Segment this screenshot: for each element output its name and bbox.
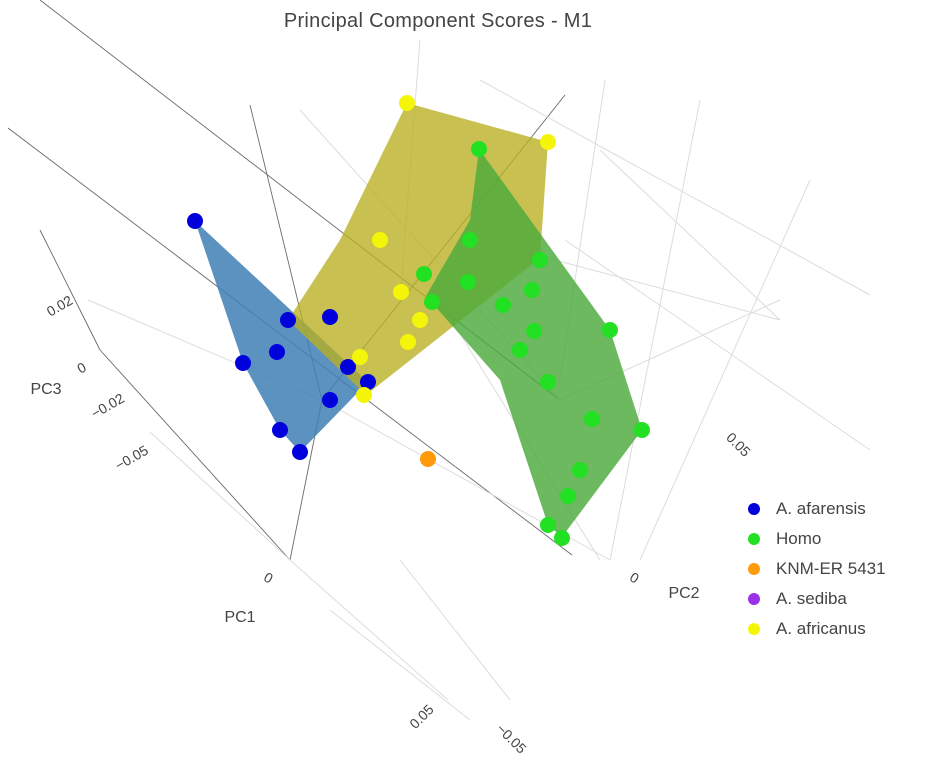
data-point[interactable] <box>393 284 409 300</box>
tick-label: 0 <box>74 359 89 377</box>
data-points <box>187 95 650 546</box>
data-point[interactable] <box>512 342 528 358</box>
data-point[interactable] <box>532 252 548 268</box>
data-point[interactable] <box>356 387 372 403</box>
grid-line <box>149 431 291 561</box>
data-point[interactable] <box>187 213 203 229</box>
data-point[interactable] <box>554 530 570 546</box>
legend-item[interactable]: KNM-ER 5431 <box>748 554 886 584</box>
series-2 <box>420 451 436 467</box>
chart-title: Principal Component Scores - M1 <box>283 10 593 32</box>
series-1 <box>416 141 650 546</box>
legend-item[interactable]: A. sediba <box>748 584 886 614</box>
grid-line <box>564 239 871 451</box>
legend: A. afarensis Homo KNM-ER 5431 A. sediba A. a… <box>748 494 886 644</box>
tick-label: 0.05 <box>406 701 437 732</box>
legend-label: KNM-ER 5431 <box>776 559 886 578</box>
data-point[interactable] <box>412 312 428 328</box>
data-point[interactable] <box>269 344 285 360</box>
data-point[interactable] <box>322 392 338 408</box>
data-point[interactable] <box>634 422 650 438</box>
axis-label-pc2: PC2 <box>668 585 699 602</box>
grid-line <box>479 79 871 296</box>
legend-label: A. afarensis <box>776 499 866 518</box>
data-point[interactable] <box>292 444 308 460</box>
data-point[interactable] <box>399 95 415 111</box>
axis-labels: PC3 PC1 PC2 <box>30 381 699 626</box>
data-point[interactable] <box>372 232 388 248</box>
tick-label: −0.05 <box>112 442 151 474</box>
legend-marker-icon <box>748 503 760 515</box>
grid-line <box>609 99 701 561</box>
tick-label: 0 <box>627 569 642 587</box>
data-point[interactable] <box>495 297 511 313</box>
data-point[interactable] <box>572 462 588 478</box>
data-point[interactable] <box>526 323 542 339</box>
tick-label: 0.05 <box>723 429 754 460</box>
legend-label: A. africanus <box>776 619 866 638</box>
data-point[interactable] <box>235 355 251 371</box>
data-point[interactable] <box>416 266 432 282</box>
tick-label: 0 <box>261 569 276 587</box>
tick-label: −0.05 <box>493 720 530 757</box>
tick-label: 0.02 <box>44 292 76 320</box>
grid-line <box>289 559 449 701</box>
data-point[interactable] <box>400 334 416 350</box>
data-point[interactable] <box>352 349 368 365</box>
data-point[interactable] <box>322 309 338 325</box>
grid-line <box>639 179 811 561</box>
data-point[interactable] <box>602 322 618 338</box>
data-point[interactable] <box>340 359 356 375</box>
data-point[interactable] <box>360 374 376 390</box>
data-point[interactable] <box>540 134 556 150</box>
data-point[interactable] <box>524 282 540 298</box>
axis-label-pc1: PC1 <box>224 609 255 626</box>
data-point[interactable] <box>462 232 478 248</box>
legend-marker-icon <box>748 563 760 575</box>
data-point[interactable] <box>471 141 487 157</box>
legend-item[interactable]: Homo <box>748 524 886 554</box>
data-point[interactable] <box>560 488 576 504</box>
legend-label: Homo <box>776 529 822 548</box>
grid-line <box>599 149 781 321</box>
legend-item[interactable]: A. africanus <box>748 614 886 644</box>
legend-marker-icon <box>748 593 760 605</box>
grid-line <box>399 559 511 701</box>
grid-line <box>329 609 471 721</box>
axis-label-pc3: PC3 <box>30 381 61 398</box>
series-4 <box>352 95 556 403</box>
tick-label: −0.02 <box>88 390 127 422</box>
data-point[interactable] <box>540 374 556 390</box>
series-0 <box>187 213 376 460</box>
grid-line <box>39 229 101 351</box>
data-point[interactable] <box>460 274 476 290</box>
grid-line <box>99 349 291 561</box>
data-point[interactable] <box>540 517 556 533</box>
data-point[interactable] <box>272 422 288 438</box>
data-point[interactable] <box>424 294 440 310</box>
convex-hull <box>426 149 642 537</box>
data-point[interactable] <box>420 451 436 467</box>
legend-label: A. sediba <box>776 589 847 608</box>
grid-lines <box>7 0 871 721</box>
legend-marker-icon <box>748 623 760 635</box>
legend-marker-icon <box>748 533 760 545</box>
legend-item[interactable]: A. afarensis <box>748 494 886 524</box>
data-point[interactable] <box>280 312 296 328</box>
data-point[interactable] <box>584 411 600 427</box>
